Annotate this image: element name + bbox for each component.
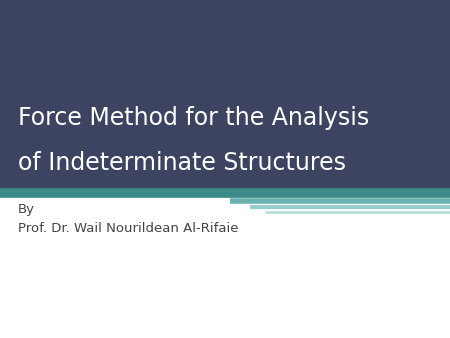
Text: of Indeterminate Structures: of Indeterminate Structures: [18, 151, 346, 175]
Text: Prof. Dr. Wail Nourildean Al-Rifaie: Prof. Dr. Wail Nourildean Al-Rifaie: [18, 221, 239, 235]
Bar: [0, 0, 450, 193]
Text: Force Method for the Analysis: Force Method for the Analysis: [18, 106, 369, 130]
Text: By: By: [18, 203, 35, 217]
Bar: [0, 193, 450, 338]
